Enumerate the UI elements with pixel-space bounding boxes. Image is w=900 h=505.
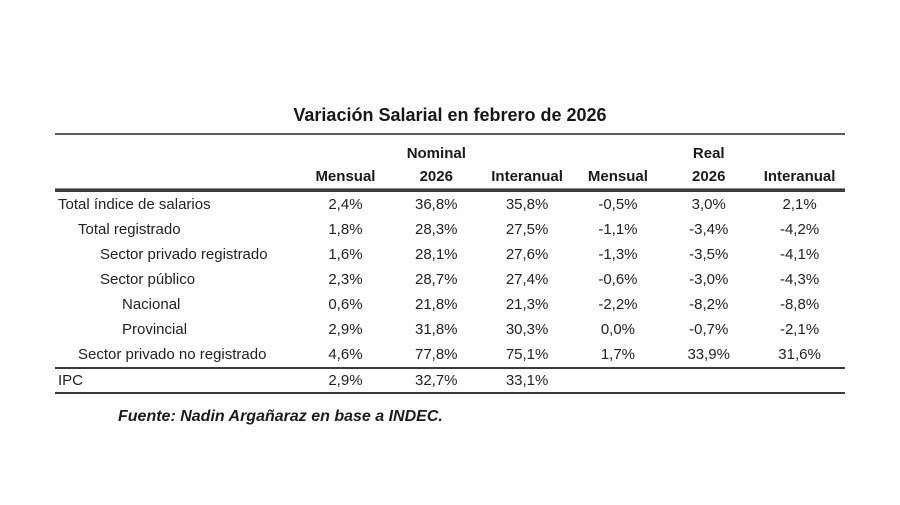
value-cell: -3,0% [689, 271, 729, 288]
value-cell [572, 369, 664, 394]
row-label: Sector privado registrado [100, 246, 268, 263]
value-cell: 1,6% [328, 246, 363, 263]
table-body: Total índice de salarios 2,4% 36,8% 35,8… [55, 189, 845, 369]
value-cell: 30,3% [505, 321, 549, 338]
value-cell: -1,1% [598, 221, 638, 238]
value-cell: -3,4% [689, 221, 729, 238]
value-cell: 31,6% [754, 342, 845, 369]
value-cell: -1,3% [598, 246, 638, 263]
value-cell: 77,8% [390, 342, 482, 369]
value-cell: 3,0% [663, 189, 755, 217]
value-cell: 27,6% [505, 246, 549, 263]
value-cell: 2,9% [328, 321, 363, 338]
column-group-nominal: Nominal [406, 145, 466, 162]
source-note: Fuente: Nadin Argañaraz en base a INDEC. [118, 408, 443, 425]
value-cell: 2,4% [300, 189, 391, 217]
value-cell [754, 369, 845, 394]
column-header-nominal-2026: 2026 [390, 164, 482, 189]
column-header-real-mensual: Mensual [572, 164, 664, 189]
value-cell [663, 369, 755, 394]
value-cell: 27,5% [505, 221, 549, 238]
value-cell: -0,5% [572, 189, 664, 217]
row-label: Provincial [122, 321, 188, 338]
value-cell: -4,1% [779, 246, 820, 263]
row-label: IPC [55, 369, 301, 394]
value-cell: -0,7% [689, 321, 729, 338]
value-cell: -0,6% [598, 271, 638, 288]
value-cell: -2,1% [779, 321, 820, 338]
table-row: Total índice de salarios 2,4% 36,8% 35,8… [55, 189, 845, 217]
value-cell: 4,6% [300, 342, 391, 369]
value-cell: -4,3% [779, 271, 820, 288]
column-header-real-interanual: Interanual [754, 164, 845, 189]
ipc-section: IPC 2,9% 32,7% 33,1% [55, 369, 845, 394]
page-title: Variación Salarial en febrero de 2026 [293, 105, 607, 125]
value-cell: -2,2% [598, 296, 638, 313]
table-row: Nacional 0,6% 21,8% 21,3% -2,2% -8,2% -8… [55, 292, 845, 317]
header-spacer [55, 164, 301, 189]
value-cell: 2,3% [328, 271, 363, 288]
value-cell: 21,3% [505, 296, 549, 313]
value-cell: -8,8% [779, 296, 820, 313]
column-header-real-2026: 2026 [663, 164, 755, 189]
value-cell: 0,0% [600, 321, 636, 338]
table-row: Total registrado 1,8% 28,3% 27,5% -1,1% … [55, 217, 845, 242]
salary-variation-table: Nominal Real Mensual 2026 Interanual Men… [55, 133, 845, 394]
value-cell: 33,1% [481, 369, 573, 394]
table-row: Provincial 2,9% 31,8% 30,3% 0,0% -0,7% -… [55, 317, 845, 342]
column-group-row: Nominal Real [55, 135, 845, 164]
table-row: Sector público 2,3% 28,7% 27,4% -0,6% -3… [55, 267, 845, 292]
column-group-real: Real [692, 145, 725, 162]
value-cell: 28,7% [414, 271, 458, 288]
value-cell: 1,8% [328, 221, 363, 238]
header-spacer [55, 135, 300, 164]
row-label: Nacional [122, 296, 181, 313]
row-label: Total índice de salarios [55, 189, 301, 217]
value-cell: 35,8% [481, 189, 573, 217]
table-row-ipc: IPC 2,9% 32,7% 33,1% [55, 369, 845, 394]
table-row: Sector privado no registrado 4,6% 77,8% … [55, 342, 845, 369]
column-header-row: Mensual 2026 Interanual Mensual 2026 Int… [55, 164, 845, 189]
value-cell: 2,9% [300, 369, 391, 394]
value-cell: 28,3% [414, 221, 458, 238]
column-header-nominal-mensual: Mensual [300, 164, 391, 189]
value-cell: 75,1% [481, 342, 573, 369]
row-label: Sector público [100, 271, 196, 288]
row-label: Total registrado [78, 221, 181, 238]
value-cell: 33,9% [663, 342, 755, 369]
value-cell: -8,2% [689, 296, 729, 313]
value-cell: -3,5% [689, 246, 729, 263]
value-cell: 31,8% [414, 321, 458, 338]
value-cell: 28,1% [414, 246, 458, 263]
value-cell: 36,8% [390, 189, 482, 217]
value-cell: 21,8% [414, 296, 458, 313]
value-cell: 27,4% [505, 271, 549, 288]
table-header: Nominal Real Mensual 2026 Interanual Men… [55, 135, 845, 189]
report-container: Variación Salarial en febrero de 2026 No… [55, 0, 845, 428]
value-cell: 2,1% [754, 189, 845, 217]
row-label: Sector privado no registrado [55, 342, 301, 369]
value-cell: 1,7% [572, 342, 664, 369]
column-header-nominal-interanual: Interanual [481, 164, 573, 189]
table-row: Sector privado registrado 1,6% 28,1% 27,… [55, 242, 845, 267]
value-cell: -4,2% [779, 221, 820, 238]
value-cell: 32,7% [390, 369, 482, 394]
value-cell: 0,6% [328, 296, 363, 313]
